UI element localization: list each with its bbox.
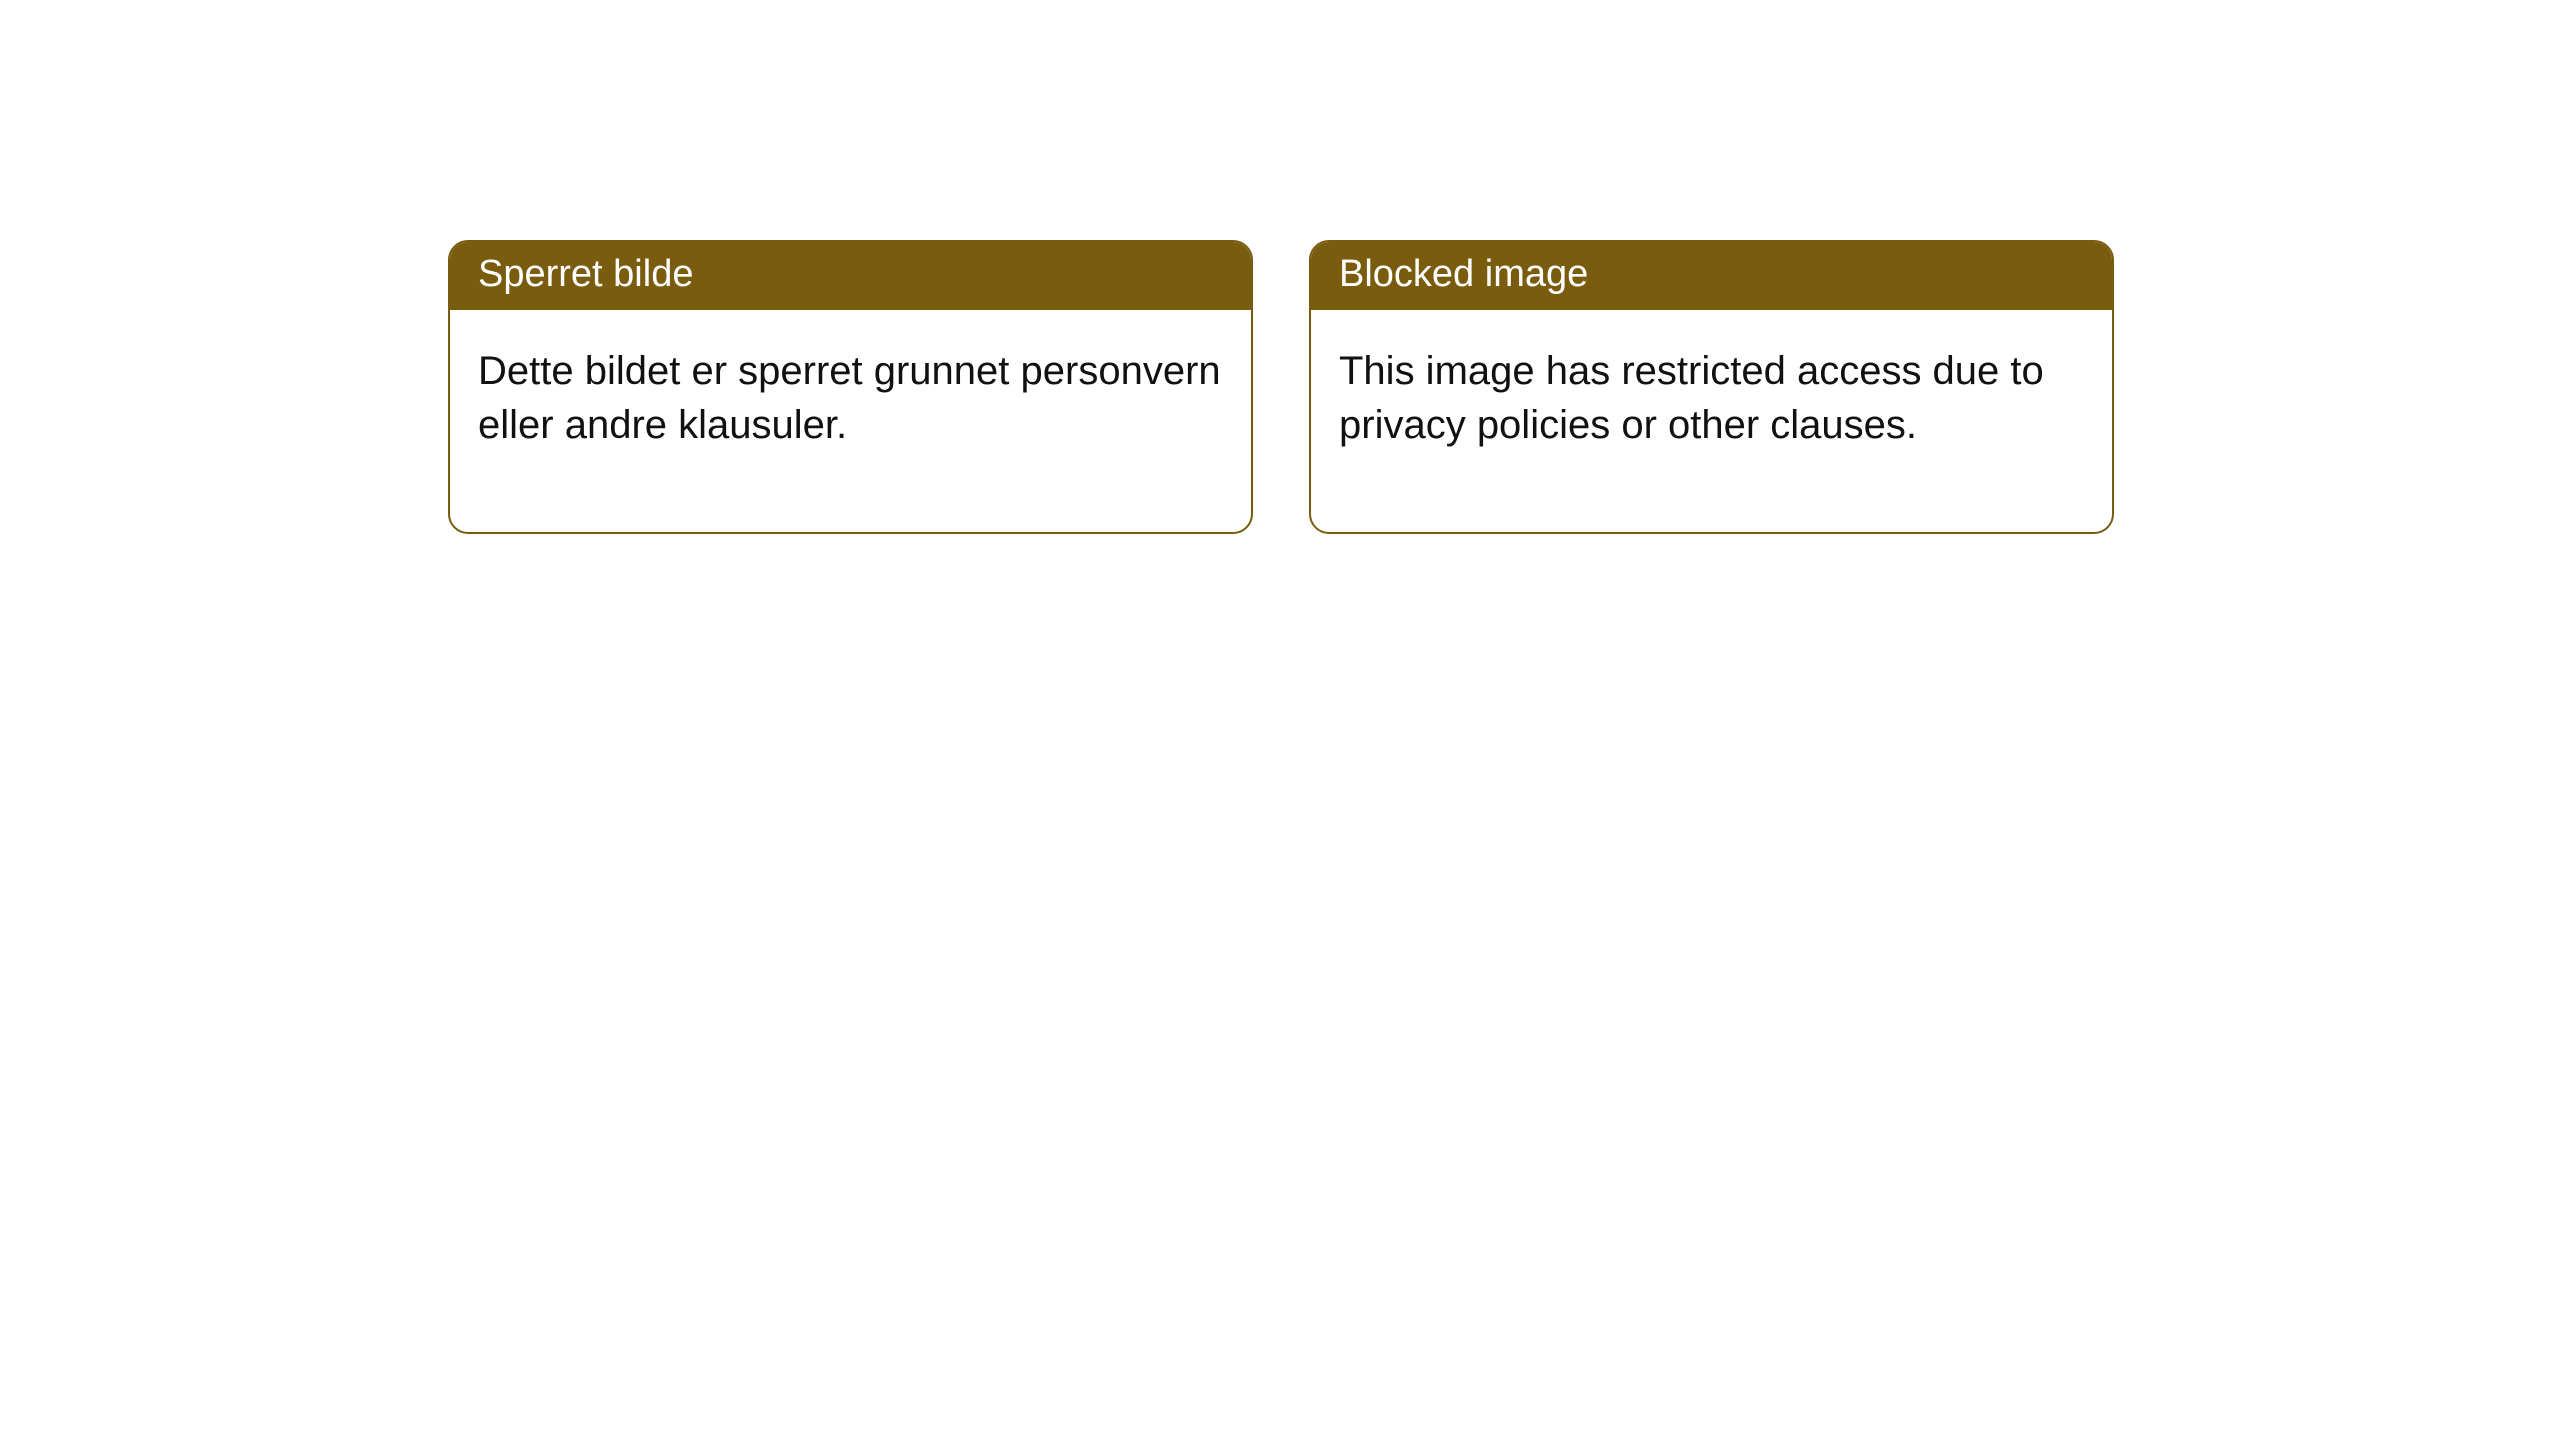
notice-title: Blocked image — [1311, 242, 2112, 310]
notice-card-english: Blocked image This image has restricted … — [1309, 240, 2114, 534]
notice-title: Sperret bilde — [450, 242, 1251, 310]
notice-body: Dette bildet er sperret grunnet personve… — [450, 310, 1251, 532]
notice-body: This image has restricted access due to … — [1311, 310, 2112, 532]
notice-card-norwegian: Sperret bilde Dette bildet er sperret gr… — [448, 240, 1253, 534]
notice-container: Sperret bilde Dette bildet er sperret gr… — [448, 240, 2114, 534]
